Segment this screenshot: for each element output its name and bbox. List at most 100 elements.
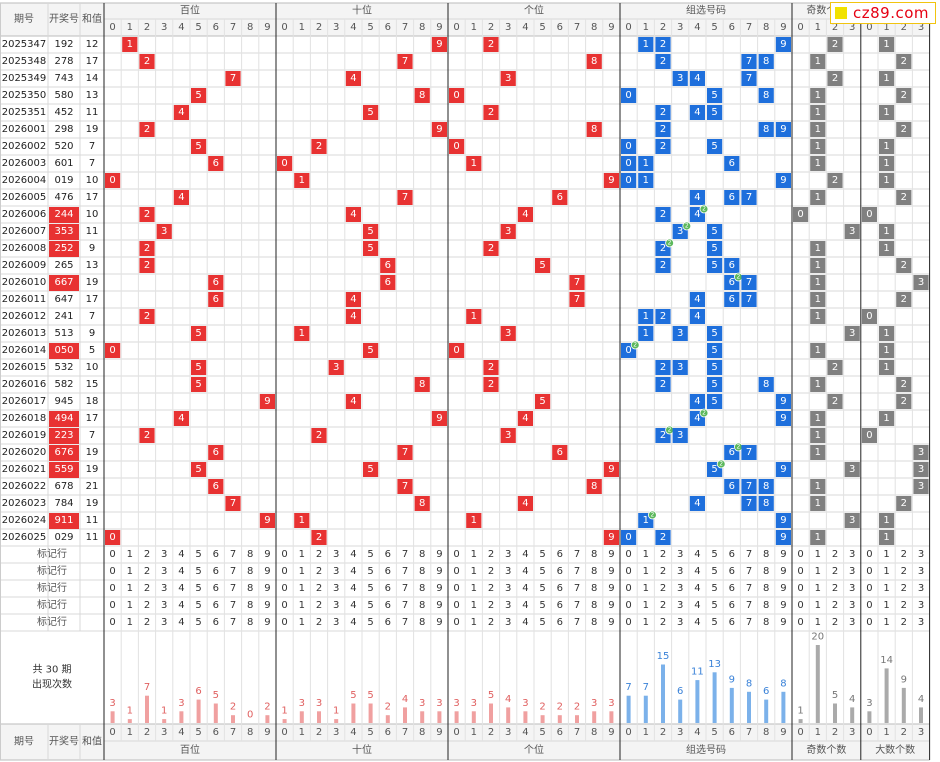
header-digit: 9 [264,22,270,33]
footer-digit: 6 [729,727,735,738]
row-sum: 19 [86,464,99,475]
position-ball-digit: 4 [350,294,356,305]
position-ball-digit: 1 [471,311,477,322]
combo-ball [689,496,705,511]
big-count-digit: 1 [883,107,889,118]
header-digit: 5 [711,22,717,33]
mark-row-digit: 9 [436,566,442,577]
number-highlight [49,343,79,359]
bar-value-label: 1 [797,706,803,717]
row-number: 676 [54,447,73,458]
bar [592,711,597,723]
mark-row-label: 标记行 [37,564,67,577]
mark-row-digit: 7 [574,583,580,594]
combo-ball [775,411,791,426]
combo-ball-digit: 2 [660,260,666,271]
odd-count-ball [827,394,843,409]
bar [454,711,459,723]
row-sum: 10 [86,209,99,220]
header-digit: 2 [832,22,838,33]
odd-count-digit: 2 [832,396,838,407]
mark-row-digit: 3 [161,566,167,577]
row-period: 2026022 [2,481,47,492]
mark-row-digit: 0 [866,617,872,628]
mark-row-digit: 5 [195,566,201,577]
combo-ball [638,326,654,341]
position-ball [414,88,430,103]
position-ball-digit: 2 [488,379,494,390]
bar-value-label: 4 [918,694,924,705]
combo-ball [741,54,757,69]
stats-label-occurrences: 出现次数 [32,678,72,691]
bar-value-label: 3 [866,698,872,709]
row-period: 2025351 [2,107,47,118]
odd-count-ball [810,88,826,103]
combo-ball-digit: 4 [694,413,700,424]
position-ball-digit: 8 [591,56,597,67]
combo-ball [758,122,774,137]
position-ball [517,496,533,511]
mark-row-digit: 2 [832,600,838,611]
combo-ball [758,479,774,494]
bar [523,711,528,723]
combo-ball-digit: 1 [643,311,649,322]
combo-ball-digit: 1 [643,515,649,526]
mark-row-digit: 4 [522,566,528,577]
position-ball-digit: 5 [195,362,201,373]
position-ball [294,326,310,341]
big-count-ball [896,292,912,307]
position-ball [380,275,396,290]
big-count-ball [861,207,877,222]
row-period: 2026011 [2,294,47,305]
header-digit: 1 [815,22,821,33]
footer-digit: 1 [883,727,889,738]
mark-row-digit: 0 [453,566,459,577]
bar-value-label: 13 [708,659,721,670]
mark-row-digit: 1 [471,600,477,611]
bar-value-label: 9 [729,674,735,685]
row-number: 494 [54,413,73,424]
combo-ball [621,530,637,545]
header-digit: 7 [574,22,580,33]
row-period: 2025348 [2,56,47,67]
position-ball-digit: 3 [505,226,511,237]
mark-row-digit: 2 [901,549,907,560]
mark-row-digit: 2 [660,600,666,611]
footer-digit: 4 [522,727,528,738]
position-ball [569,292,585,307]
header-digit: 3 [333,22,339,33]
position-ball-digit: 7 [402,56,408,67]
row-number: 192 [54,39,73,50]
position-ball-digit: 0 [453,90,459,101]
bar [489,703,493,723]
header-digit: 8 [247,22,253,33]
mark-row-digit: 8 [419,549,425,560]
combo-ball-digit: 2 [660,56,666,67]
stats-label-periods: 共 30 期 [32,664,71,676]
row-number: 559 [54,464,73,475]
footer-sum: 和值 [82,735,102,748]
mark-row-digit: 4 [694,617,700,628]
odd-count-digit: 1 [815,447,821,458]
position-ball [139,122,155,137]
footer-digit: 8 [419,727,425,738]
bar-value-label: 15 [657,651,670,662]
position-ball-digit: 9 [436,39,442,50]
position-ball [294,513,310,528]
mark-row-digit: 0 [625,617,631,628]
mark-row-digit: 1 [815,566,821,577]
mark-row-digit: 8 [763,566,769,577]
row-sum: 10 [86,362,99,373]
row-number: 241 [54,311,73,322]
row-number: 298 [54,124,73,135]
row-sum: 12 [86,39,99,50]
big-count-ball [879,224,895,239]
bar-value-label: 3 [316,698,322,709]
position-ball-digit: 0 [281,158,287,169]
combo-ball [638,37,654,52]
combo-ball-digit: 8 [763,498,769,509]
position-ball [449,343,465,358]
site-logo[interactable]: cz89.com [829,2,936,24]
mark-row-digit: 0 [866,600,872,611]
odd-count-ball [810,54,826,69]
